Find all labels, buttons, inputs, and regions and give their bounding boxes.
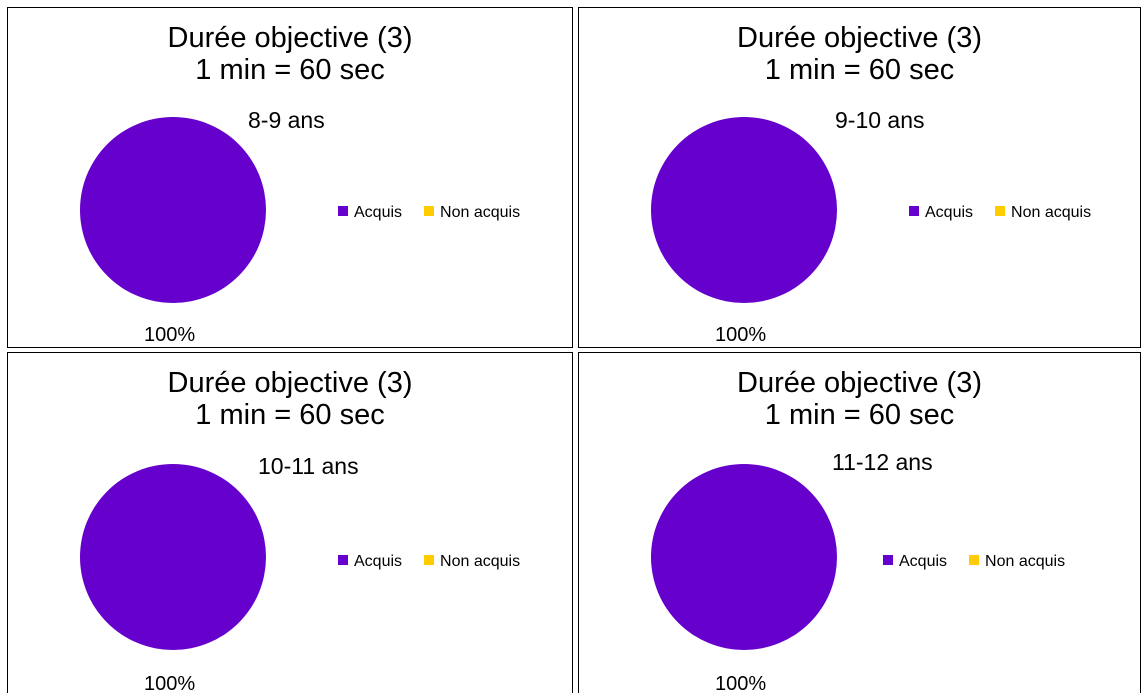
pie-chart <box>80 117 266 303</box>
chart-title-line-2: 1 min = 60 sec <box>195 54 385 86</box>
legend-label-acquis: Acquis <box>354 553 403 570</box>
legend-swatch-non-acquis <box>995 206 1006 216</box>
chart-title-line-1: Durée objective (3) <box>737 22 982 54</box>
pie-chart <box>80 464 266 650</box>
legend-label-acquis: Acquis <box>354 204 403 221</box>
chart-title-line-1: Durée objective (3) <box>737 367 982 399</box>
chart-title-line-1: Durée objective (3) <box>167 22 413 54</box>
legend-swatch-non-acquis <box>969 555 980 565</box>
chart-panel-9-10: Durée objective (3) 1 min = 60 sec 9-10 … <box>578 7 1141 348</box>
chart-title: Durée objective (3) 1 min = 60 sec <box>8 22 572 86</box>
chart-title: Durée objective (3) 1 min = 60 sec <box>579 22 1140 86</box>
chart-title-line-1: Durée objective (3) <box>167 367 413 399</box>
legend-swatch-acquis <box>338 555 348 565</box>
slice-data-label: 100% <box>144 673 196 693</box>
legend-item-acquis: Acquis <box>338 204 402 222</box>
chart-subtitle: 11-12 ans <box>832 449 933 475</box>
chart-subtitle: 8-9 ans <box>248 107 325 133</box>
chart-title-line-2: 1 min = 60 sec <box>195 399 385 431</box>
legend-swatch-non-acquis <box>424 555 435 565</box>
pie-chart <box>651 464 837 650</box>
legend-swatch-acquis <box>909 206 919 216</box>
chart-subtitle: 9-10 ans <box>835 107 925 133</box>
legend-label-non-acquis: Non acquis <box>1011 204 1092 221</box>
legend-label-non-acquis: Non acquis <box>985 553 1066 570</box>
slice-data-label: 100% <box>144 324 196 346</box>
legend-swatch-acquis <box>883 555 893 565</box>
chart-title: Durée objective (3) 1 min = 60 sec <box>8 367 572 431</box>
legend-label-non-acquis: Non acquis <box>440 553 521 570</box>
chart-panel-11-12: Durée objective (3) 1 min = 60 sec 11-12… <box>578 352 1141 693</box>
slice-data-label: 100% <box>715 324 767 346</box>
chart-subtitle: 10-11 ans <box>258 453 359 479</box>
legend-swatch-non-acquis <box>424 206 435 216</box>
legend-item-acquis: Acquis <box>338 553 402 571</box>
legend-item-non-acquis: Non acquis <box>424 553 520 571</box>
chart-legend: Acquis Non acquis <box>883 553 1065 571</box>
legend-item-acquis: Acquis <box>909 204 973 222</box>
chart-legend: Acquis Non acquis <box>338 553 520 571</box>
chart-title-line-2: 1 min = 60 sec <box>764 54 955 86</box>
chart-panel-10-11: Durée objective (3) 1 min = 60 sec 10-11… <box>7 352 573 693</box>
legend-item-non-acquis: Non acquis <box>969 553 1065 571</box>
slice-data-label: 100% <box>715 673 767 693</box>
pie-slice-acquis <box>651 464 837 650</box>
legend-label-non-acquis: Non acquis <box>440 204 521 221</box>
legend-item-acquis: Acquis <box>883 553 947 571</box>
chart-title-line-2: 1 min = 60 sec <box>764 399 955 431</box>
legend-label-acquis: Acquis <box>899 553 948 570</box>
pie-slice-acquis <box>80 117 266 303</box>
legend-swatch-acquis <box>338 206 348 216</box>
legend-label-acquis: Acquis <box>925 204 974 221</box>
pie-slice-acquis <box>651 117 837 303</box>
chart-title: Durée objective (3) 1 min = 60 sec <box>579 367 1140 431</box>
pie-chart <box>651 117 837 303</box>
pie-slice-acquis <box>80 464 266 650</box>
legend-item-non-acquis: Non acquis <box>424 204 520 222</box>
legend-item-non-acquis: Non acquis <box>995 204 1091 222</box>
chart-legend: Acquis Non acquis <box>909 204 1091 222</box>
chart-panel-8-9: Durée objective (3) 1 min = 60 sec 8-9 a… <box>7 7 573 348</box>
chart-legend: Acquis Non acquis <box>338 204 520 222</box>
